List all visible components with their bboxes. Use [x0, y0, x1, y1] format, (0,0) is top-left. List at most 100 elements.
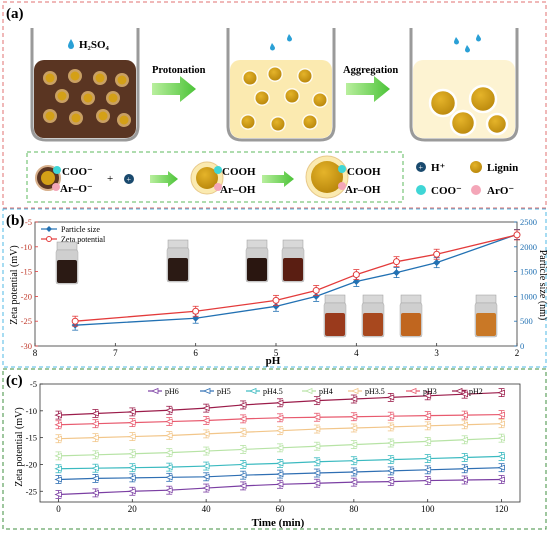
c-x-tick-label: 100 — [421, 504, 435, 514]
c-series-point — [202, 417, 210, 424]
aggregation-arrow-icon — [346, 76, 390, 102]
b-x-tick-label: 3 — [434, 348, 439, 358]
c-legend-label: pH4 — [319, 387, 333, 396]
c-series-point — [497, 411, 505, 418]
plus-sign: + — [107, 173, 113, 185]
c-series-point — [275, 444, 284, 451]
drops-icon — [270, 34, 292, 51]
c-series-point — [460, 412, 469, 419]
panel-b: (b) 8 7 6 5 4 3 2 -30 -25 -20 -15 -10 -5 0 500 1000 1500… — [2, 208, 548, 368]
lignin-anion-icon — [35, 165, 61, 191]
c-legend-label: pH6 — [165, 387, 179, 396]
legend-coo-icon — [416, 185, 426, 195]
vial-cap — [246, 239, 268, 249]
vial-liquid — [168, 258, 188, 281]
c-series-point — [54, 421, 62, 428]
lignin-core — [98, 111, 108, 121]
b-left-tick-label: -30 — [21, 341, 32, 351]
b-zeta-point — [393, 258, 400, 266]
b-particle-size-line — [75, 233, 518, 326]
c-legend-label: pH3.5 — [365, 387, 385, 396]
legend-lignin-label: Lignin — [487, 162, 518, 174]
c-series-point — [497, 464, 505, 471]
c-series-point — [128, 474, 136, 481]
c-series-point — [165, 487, 173, 494]
c-series-point — [460, 421, 469, 428]
lignin-core — [57, 91, 67, 101]
lignin-protonated-icon — [190, 161, 224, 195]
c-series-point — [275, 460, 284, 467]
lignin-core — [117, 75, 127, 85]
c-series-point — [202, 462, 210, 470]
c-series-point — [275, 471, 284, 478]
c-series-point — [460, 476, 469, 484]
b-right-tick-label: 2500 — [520, 217, 537, 227]
c-series-point — [54, 476, 62, 483]
c-series-point — [202, 473, 210, 480]
b-left-tick-label: -25 — [21, 316, 32, 326]
c-legend-marker — [304, 387, 313, 395]
c-series-point — [497, 435, 505, 442]
c-series-point — [312, 458, 321, 465]
c-y-tick-label: -5 — [30, 379, 37, 389]
b-particle-size-point — [312, 292, 320, 300]
c-series-point — [460, 391, 469, 398]
beaker-dark — [30, 28, 140, 142]
c-series-point — [165, 474, 173, 481]
c-series-point — [239, 446, 247, 453]
b-legend-marker — [46, 226, 52, 232]
c-series-point — [54, 412, 62, 419]
c-series-point — [349, 457, 358, 464]
c-series-point — [423, 466, 432, 473]
c-series-point — [91, 434, 99, 441]
aroh-text: Ar–OH — [220, 184, 256, 196]
b-ylabel-right: Particle size (nm) — [537, 250, 548, 321]
c-series-point — [312, 480, 321, 487]
scheme-arrow-icon — [262, 171, 294, 187]
c-series-point — [239, 482, 247, 490]
c-series-point — [349, 468, 358, 476]
c-series-point — [202, 430, 210, 437]
c-y-tick-label: -20 — [26, 459, 37, 469]
c-series-point — [497, 453, 505, 460]
c-series-point — [423, 412, 432, 419]
lignin-particle — [243, 71, 257, 85]
c-legend-label: pH4.5 — [263, 387, 283, 396]
beaker-lighter — [409, 28, 519, 142]
lignin-particle — [271, 117, 285, 131]
b-ylabel-left: Zeta potential (mV) — [9, 245, 20, 324]
c-series-point — [497, 389, 505, 396]
c-series-point — [91, 489, 99, 496]
c-series-point — [91, 410, 99, 417]
b-left-tick-label: -10 — [21, 242, 32, 252]
vial-cap — [282, 239, 304, 249]
b-zeta-point — [312, 286, 320, 294]
lignin-core — [83, 93, 93, 103]
c-x-tick-label: 20 — [128, 504, 138, 514]
vial-liquid — [476, 313, 496, 336]
c-series-point — [423, 477, 432, 484]
c-series-point — [275, 414, 284, 421]
c-series-point — [312, 469, 321, 477]
b-xlabel: pH — [266, 355, 281, 367]
vial-liquid — [247, 258, 267, 281]
panel-c-frame — [2, 368, 547, 530]
c-series-point — [386, 394, 395, 401]
b-left-tick-label: -15 — [21, 267, 32, 277]
b-left-tick-label: -20 — [21, 291, 32, 301]
sample-vials — [55, 239, 498, 338]
c-x-tick-label: 80 — [349, 504, 359, 514]
legend-proton-label: H⁺ — [431, 162, 446, 174]
vial-cap — [167, 239, 189, 249]
c-series-point — [165, 407, 173, 414]
legend-aro-icon — [471, 185, 481, 195]
c-legend-marker — [408, 387, 417, 395]
c-series-point — [128, 433, 136, 440]
c-series-point — [128, 419, 136, 426]
svg-text:+: + — [127, 175, 132, 184]
lignin-core — [71, 113, 81, 123]
b-right-tick-label: 2000 — [520, 242, 537, 252]
c-series-point — [165, 418, 173, 425]
c-series-point — [202, 447, 210, 455]
c-series-point — [54, 465, 62, 472]
